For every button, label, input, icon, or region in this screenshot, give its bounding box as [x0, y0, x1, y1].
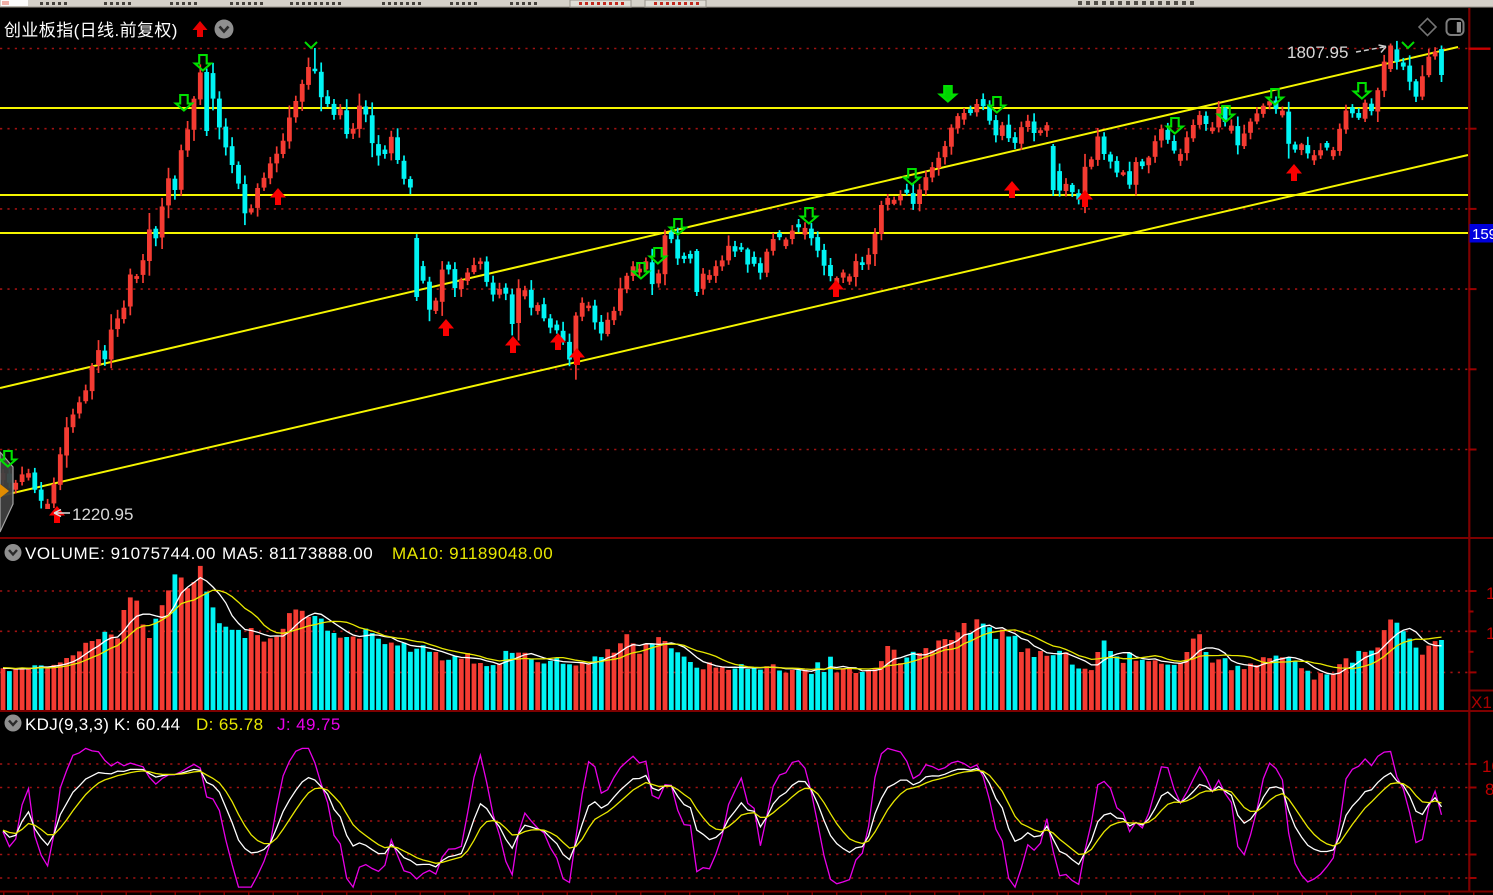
- svg-text:K: 60.44: K: 60.44: [114, 715, 181, 734]
- svg-text:X1: X1: [1471, 693, 1492, 712]
- svg-text:VOLUME: 91075744.00: VOLUME: 91075744.00: [25, 544, 216, 563]
- svg-text:创业板指(日线.前复权): 创业板指(日线.前复权): [4, 21, 178, 40]
- svg-text:1220.95: 1220.95: [72, 505, 133, 524]
- svg-text:80: 80: [1485, 780, 1493, 799]
- svg-text:MA5: 81173888.00: MA5: 81173888.00: [222, 544, 373, 563]
- svg-text:MA10: 91189048.00: MA10: 91189048.00: [392, 544, 553, 563]
- svg-text:1: 1: [1486, 584, 1493, 603]
- svg-text:J: 49.75: J: 49.75: [277, 715, 341, 734]
- svg-text:1: 1: [1486, 624, 1493, 643]
- svg-text:D: 65.78: D: 65.78: [196, 715, 263, 734]
- svg-text:100: 100: [1482, 757, 1493, 776]
- svg-text:159: 159: [1472, 226, 1493, 243]
- svg-text:KDJ(9,3,3): KDJ(9,3,3): [25, 715, 109, 734]
- svg-text:1807.95: 1807.95: [1287, 43, 1348, 62]
